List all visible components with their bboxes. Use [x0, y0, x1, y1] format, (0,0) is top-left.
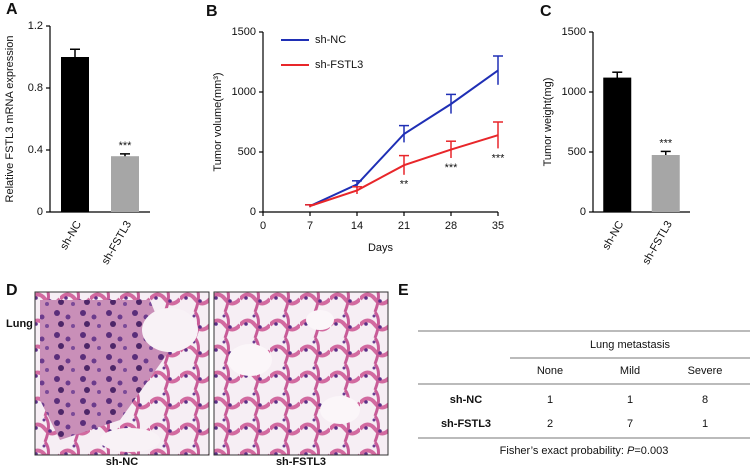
y-tick-label: 0.8 [28, 82, 43, 94]
image-caption: sh-NC [106, 456, 138, 468]
x-tick-label: sh-NC [58, 219, 84, 252]
y-tick-label: 1500 [232, 26, 256, 38]
table-cell: 1 [627, 394, 633, 406]
x-tick-label: 35 [492, 220, 504, 232]
y-tick-label: 0 [580, 206, 586, 218]
table-row-header: sh-FSTL3 [441, 418, 491, 430]
legend-label: sh-FSTL3 [315, 59, 363, 71]
panel-label: C [540, 3, 552, 20]
footnote-part: =0.003 [634, 445, 668, 457]
y-tick-label: 0.4 [28, 144, 43, 156]
table-column-header: None [537, 365, 563, 377]
y-tick-label: 500 [238, 146, 256, 158]
table-cell: 8 [702, 394, 708, 406]
x-tick-label: 28 [445, 220, 457, 232]
significance: *** [659, 137, 673, 149]
image-caption: sh-FSTL3 [276, 456, 326, 468]
significance: *** [119, 140, 133, 152]
table-cell: 1 [702, 418, 708, 430]
table-group-header: Lung metastasis [590, 339, 671, 351]
panel-label: E [398, 282, 409, 299]
y-tick-label: 0 [250, 206, 256, 218]
y-tick-label: 500 [568, 146, 586, 158]
footnote-part: P [627, 445, 635, 457]
table-footnote: Fisher’s exact probability: P=0.003 [500, 445, 669, 457]
x-tick-label: sh-FSTL3 [640, 219, 675, 267]
table-row-header: sh-NC [450, 394, 482, 406]
y-tick-label: 1.2 [28, 20, 43, 32]
x-axis-label: Days [368, 242, 394, 254]
x-tick-label: 14 [351, 220, 363, 232]
panel-label: B [206, 3, 218, 20]
table-cell: 2 [547, 418, 553, 430]
x-tick-label: 7 [307, 220, 313, 232]
series-line [309, 69, 499, 207]
series-line [309, 134, 499, 207]
x-tick-label: sh-FSTL3 [100, 219, 135, 267]
footnote-part: Fisher’s exact probability: [500, 445, 627, 457]
table-cell: 1 [547, 394, 553, 406]
histology-image [213, 291, 389, 456]
y-tick-label: 1500 [562, 26, 586, 38]
histology-image [34, 291, 210, 456]
bar [603, 77, 632, 212]
panel-label: D [6, 282, 18, 299]
y-axis-label: Tumor volume(mm³) [212, 72, 224, 171]
y-tick-label: 0 [37, 206, 43, 218]
table-column-header: Mild [620, 365, 640, 377]
x-tick-label: sh-NC [600, 219, 626, 252]
table-column-header: Severe [688, 365, 723, 377]
panel-label: A [6, 1, 18, 18]
significance: *** [492, 152, 506, 164]
y-tick-label: 1000 [232, 86, 256, 98]
legend-label: sh-NC [315, 34, 346, 46]
x-tick-label: 21 [398, 220, 410, 232]
bar [651, 155, 680, 212]
bar [61, 57, 89, 212]
bar [111, 156, 139, 212]
significance: ** [400, 179, 409, 191]
y-axis-label: Relative FSTL3 mRNA expression [4, 36, 16, 203]
tissue-label: Lung [6, 318, 33, 330]
table-cell: 7 [627, 418, 633, 430]
y-tick-label: 1000 [562, 86, 586, 98]
x-tick-label: 0 [260, 220, 266, 232]
significance: *** [445, 162, 459, 174]
y-axis-label: Tumor weight(mg) [542, 78, 554, 167]
